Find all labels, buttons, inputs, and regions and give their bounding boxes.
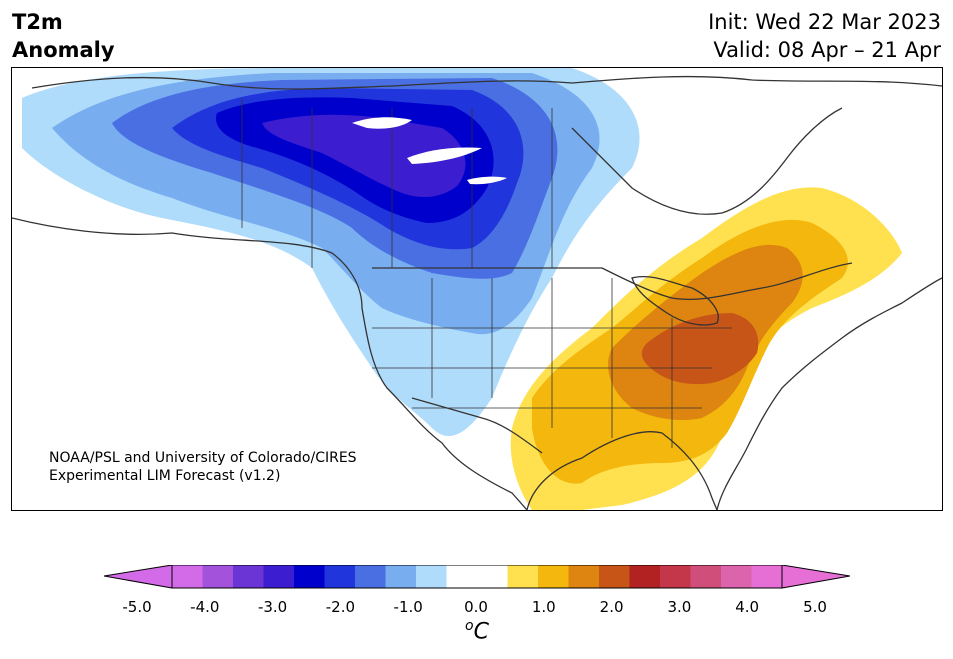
coastlines-and-borders [12,75,942,510]
forecast-dates: Init: Wed 22 Mar 2023 Valid: 08 Apr – 21… [708,8,941,64]
colorbar-cell [294,565,325,588]
colorbar-cell [416,565,447,588]
units-degree: o [465,618,474,634]
map-title: T2m Anomaly [12,8,115,64]
colorbar-tick-label: 3.0 [667,598,692,616]
colorbar-cell [507,565,539,588]
colorbar-cell [202,565,234,588]
colorbar-arrow-outline-left [104,565,173,589]
colorbar-max-arrow [782,565,850,588]
map-panel [11,67,943,511]
colorbar-tick-label: 4.0 [735,598,760,616]
colorbar-cell [599,565,630,588]
contour-warm-c85518 [641,313,759,385]
colorbar-tick-label: -4.0 [190,598,220,616]
colorbar-arrow-outline-right [781,565,850,589]
colorbar-cell [385,565,417,588]
colorbar-min-arrow [104,565,172,588]
lakes [352,117,507,185]
colorbar-cell [721,565,752,588]
arctic-coast [31,75,942,90]
colorbar-tick-label: 1.0 [531,598,556,616]
colorbar-units: oC [465,618,489,644]
units-label: C [473,619,489,645]
great-slave-lake [407,147,482,164]
colorbar-cell [263,565,295,588]
colorbar-cells [172,565,783,588]
great-lakes-outline [631,276,719,326]
colorbar-tick-label: -2.0 [325,598,356,616]
anomaly-map [12,68,942,510]
title-line-2: Anomaly [12,38,115,62]
great-bear-lake [352,117,412,129]
colorbar-cell [233,565,264,588]
us-canada-border [372,262,853,301]
hudson-bay-coast [571,107,843,215]
gulf-coast [526,431,718,510]
mexico-border [411,397,543,454]
colorbar-cell [660,565,691,588]
cold-anomaly-shading [22,68,640,437]
colorbar [104,565,850,589]
contour-cold-3c1dd0 [262,114,466,198]
pacific-coast [12,217,528,510]
init-date: Init: Wed 22 Mar 2023 [708,10,941,34]
colorbar-tick-label: -3.0 [257,598,288,616]
colorbar-tick-label: -1.0 [393,598,423,616]
credit-line-1: NOAA/PSL and University of Colorado/CIRE… [49,450,357,466]
valid-date: Valid: 08 Apr – 21 Apr [713,38,941,62]
colorbar-cell [690,565,722,588]
colorbar-cell [446,565,478,588]
colorbar-tick-label: 5.0 [803,598,827,616]
warm-anomaly-shading [510,187,902,510]
lake-athabasca [467,176,507,185]
colorbar-tick-label: 2.0 [599,598,624,616]
colorbar-cell [568,565,600,588]
title-line-1: T2m [12,10,63,34]
colorbar-tick-label: 0.0 [464,598,488,616]
colorbar-cell [538,565,569,588]
colorbar-cell [629,565,661,588]
credit-text: NOAA/PSL and University of Colorado/CIRE… [49,449,357,485]
colorbar-cell [477,565,508,588]
atlantic-coast [716,277,942,510]
colorbar-cell [751,565,783,588]
colorbar-cell [355,565,386,588]
state-lines [241,98,732,448]
credit-line-2: Experimental LIM Forecast (v1.2) [49,468,281,484]
colorbar-cell [324,565,356,588]
colorbar-tick-label: -5.0 [122,598,152,616]
colorbar-cell [172,565,203,588]
